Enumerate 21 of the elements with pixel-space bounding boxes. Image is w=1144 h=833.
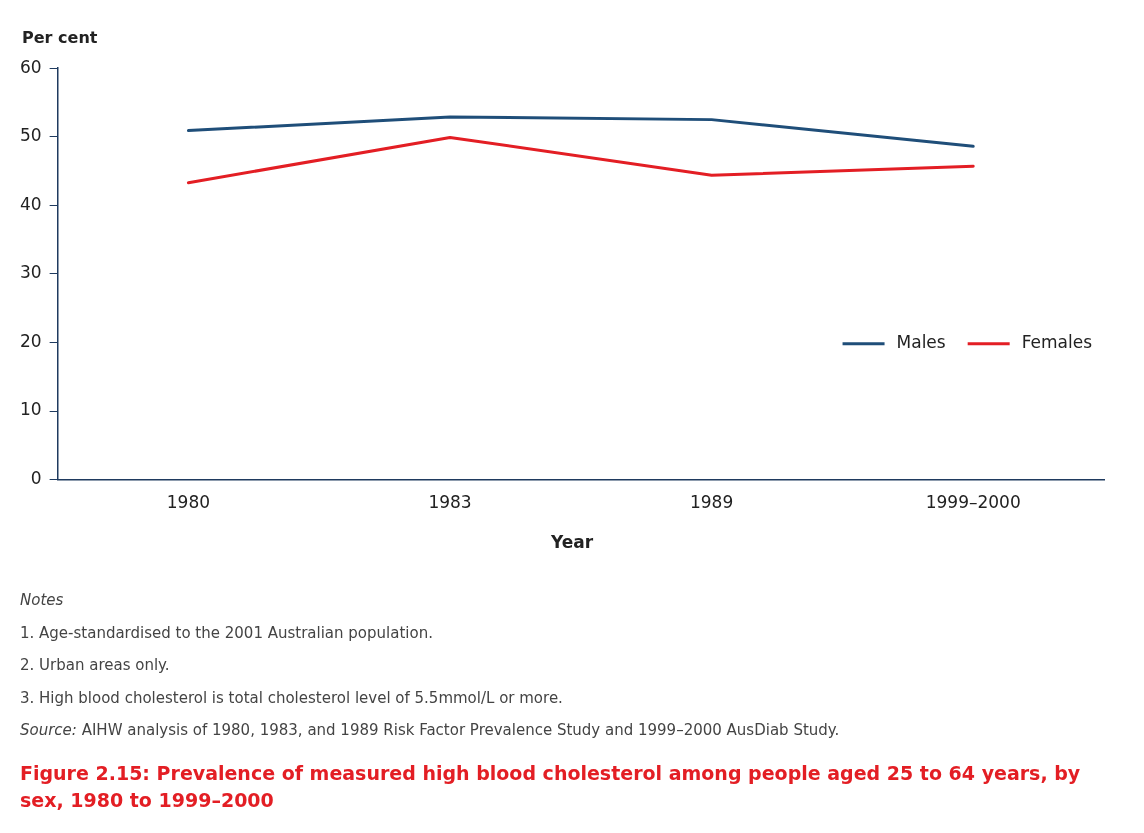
text: Notes — [20, 590, 65, 611]
x-tick-label: 1989 — [689, 492, 734, 513]
y-tick-label: 50 — [19, 125, 42, 146]
y-axis-title: Per cent — [22, 28, 98, 47]
text: Figure 2.15: Prevalence of measured high blood cholesterol among people aged 25 to 64 years, by sex, 1980 to 1999–2000 — [20, 761, 1082, 813]
y-tick-label: 40 — [19, 193, 42, 214]
y-tick-label: 30 — [19, 262, 42, 283]
y-tick-label: 60 — [19, 56, 42, 77]
source-note: Source: AIHW analysis of 1980, 1983, and 1989 Risk Factor Prevalence Study and 1999–2000 AusDiab Study. — [20, 720, 840, 741]
legend-label: Males — [896, 332, 946, 353]
y-tick-label: 0 — [30, 468, 42, 489]
legend-label: Females — [1021, 332, 1093, 353]
text: 1. Age-standardised to the 2001 Australian population. — [20, 622, 434, 644]
x-tick-label: 1980 — [166, 492, 211, 513]
y-tick-label: 10 — [19, 399, 42, 420]
x-tick-label: 1983 — [428, 492, 472, 513]
x-axis-title: Year — [549, 532, 595, 552]
y-tick-label: 20 — [19, 330, 42, 351]
x-tick-label: 1999–2000 — [925, 492, 1021, 513]
text: 3. High blood cholesterol is total cholesterol level of 5.5mmol/L or more. — [20, 687, 564, 709]
text: 2. Urban areas only. — [20, 655, 171, 676]
